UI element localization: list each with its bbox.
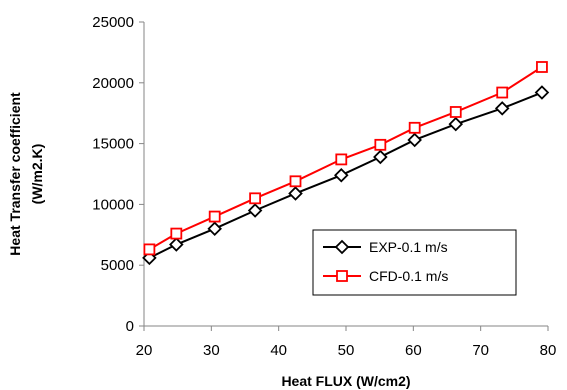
legend-label: EXP-0.1 m/s	[369, 239, 448, 255]
x-axis-ticks: 20 30 40 50 60 70 80	[136, 326, 557, 359]
legend-diamond-marker	[334, 239, 350, 255]
legend-label: CFD-0.1 m/s	[369, 268, 448, 284]
x-tick-label: 40	[270, 342, 287, 359]
diamond-marker	[288, 186, 303, 201]
y-tick-label: 20000	[92, 75, 134, 92]
square-marker	[374, 138, 387, 151]
y-axis-ticks: 0 5000 10000 15000 20000 25000	[92, 14, 144, 335]
diamond-marker	[247, 203, 263, 218]
legend-square-marker	[336, 270, 348, 282]
x-tick-label: 20	[136, 342, 153, 359]
legend-box	[312, 229, 517, 296]
square-marker	[289, 175, 302, 188]
square-marker	[143, 243, 156, 256]
legend: EXP-0.1 m/s CFD-0.1 m/s	[312, 229, 517, 296]
square-marker	[449, 106, 462, 118]
x-tick-label: 30	[203, 342, 220, 359]
diamond-marker	[373, 149, 388, 165]
diamond-marker	[334, 167, 349, 183]
square-marker	[249, 192, 262, 205]
square-marker	[335, 153, 348, 166]
x-tick-label: 80	[540, 342, 557, 359]
y-tick-label: 15000	[92, 136, 134, 153]
x-tick-label: 50	[338, 342, 355, 359]
series-1	[143, 61, 548, 256]
y-tick-label: 10000	[92, 196, 134, 213]
series-0	[142, 85, 550, 266]
square-marker	[170, 227, 183, 240]
y-axis-title-line-1: Heat Transfer coefficient	[7, 92, 23, 256]
y-tick-label: 0	[126, 318, 134, 335]
diamond-marker	[534, 85, 550, 100]
diamond-marker	[448, 116, 464, 132]
diamond-marker	[207, 221, 222, 236]
x-tick-label: 60	[405, 342, 422, 359]
diamond-marker	[494, 101, 510, 116]
y-axis-title-line-2: (W/m2.K)	[29, 144, 45, 205]
x-axis-title: Heat FLUX (W/cm2)	[281, 373, 410, 389]
series-layer	[142, 61, 550, 266]
square-marker	[496, 86, 509, 99]
square-marker	[208, 210, 221, 223]
square-marker	[536, 61, 548, 73]
y-tick-label: 5000	[101, 257, 134, 274]
y-tick-label: 25000	[92, 14, 134, 31]
square-marker	[408, 121, 421, 134]
diamond-marker	[169, 237, 184, 252]
diamond-marker	[407, 132, 422, 148]
x-tick-label: 70	[472, 342, 489, 359]
